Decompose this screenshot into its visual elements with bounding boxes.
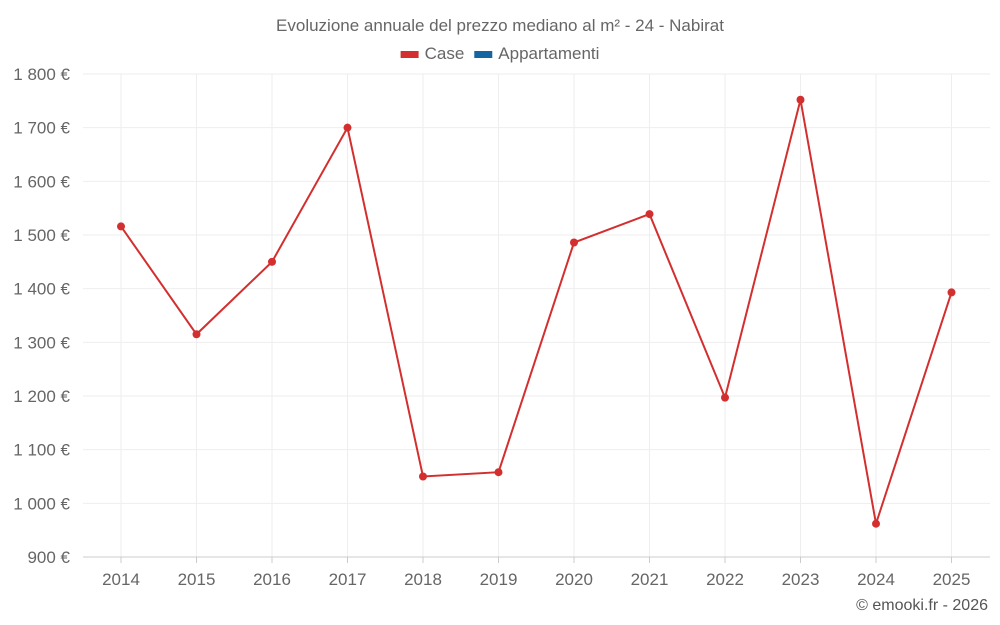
data-point[interactable] [419, 472, 427, 481]
y-tick-label: 1 000 € [13, 494, 70, 513]
legend-swatch [474, 51, 493, 58]
y-tick-label: 1 200 € [13, 387, 70, 406]
series-layer [117, 95, 956, 528]
x-tick-label: 2020 [555, 570, 593, 589]
x-tick-label: 2025 [933, 570, 971, 589]
x-tick-label: 2021 [631, 570, 669, 589]
x-tick-label: 2018 [404, 570, 442, 589]
y-tick-label: 1 100 € [13, 441, 70, 460]
x-tick-label: 2014 [102, 570, 140, 589]
data-point[interactable] [796, 95, 805, 104]
x-tick-label: 2015 [178, 570, 216, 589]
x-tick-label: 2019 [480, 570, 518, 589]
x-tick-label: 2023 [782, 570, 820, 589]
legend-item[interactable]: Appartamenti [474, 44, 599, 63]
data-point[interactable] [570, 238, 578, 247]
y-tick-label: 1 800 € [13, 65, 70, 84]
data-point[interactable] [645, 210, 654, 219]
legend[interactable]: Case Appartamenti [400, 44, 600, 63]
legend-label: Appartamenti [498, 44, 599, 63]
data-point[interactable] [268, 257, 276, 266]
footer-credit: © emooki.fr - 2026 [856, 597, 988, 614]
y-tick-label: 1 700 € [13, 119, 70, 138]
data-point[interactable] [117, 222, 125, 231]
x-tick-label: 2017 [329, 570, 367, 589]
x-tick-label: 2016 [253, 570, 291, 589]
series-line [120, 99, 953, 525]
y-tick-label: 1 400 € [13, 280, 70, 299]
x-tick-label: 2022 [706, 570, 744, 589]
legend-item[interactable]: Case [400, 44, 465, 63]
data-point[interactable] [872, 519, 880, 528]
y-tick-label: 900 € [27, 548, 70, 567]
legend-swatch [400, 51, 419, 58]
data-point[interactable] [192, 330, 201, 339]
data-point[interactable] [947, 288, 956, 297]
y-tick-label: 1 300 € [13, 333, 70, 352]
data-point[interactable] [721, 393, 729, 402]
x-tick-label: 2024 [857, 570, 895, 589]
y-tick-label: 1 600 € [13, 172, 70, 191]
data-point[interactable] [343, 123, 352, 132]
data-point[interactable] [494, 468, 503, 477]
legend-label: Case [425, 44, 465, 63]
grid [83, 73, 990, 557]
chart-title: Evoluzione annuale del prezzo mediano al… [276, 16, 724, 35]
axes: 900 € 1 000 € 1 100 € 1 200 € 1 300 € 1 400 €… [13, 65, 990, 589]
y-tick-label: 1 500 € [13, 226, 70, 245]
